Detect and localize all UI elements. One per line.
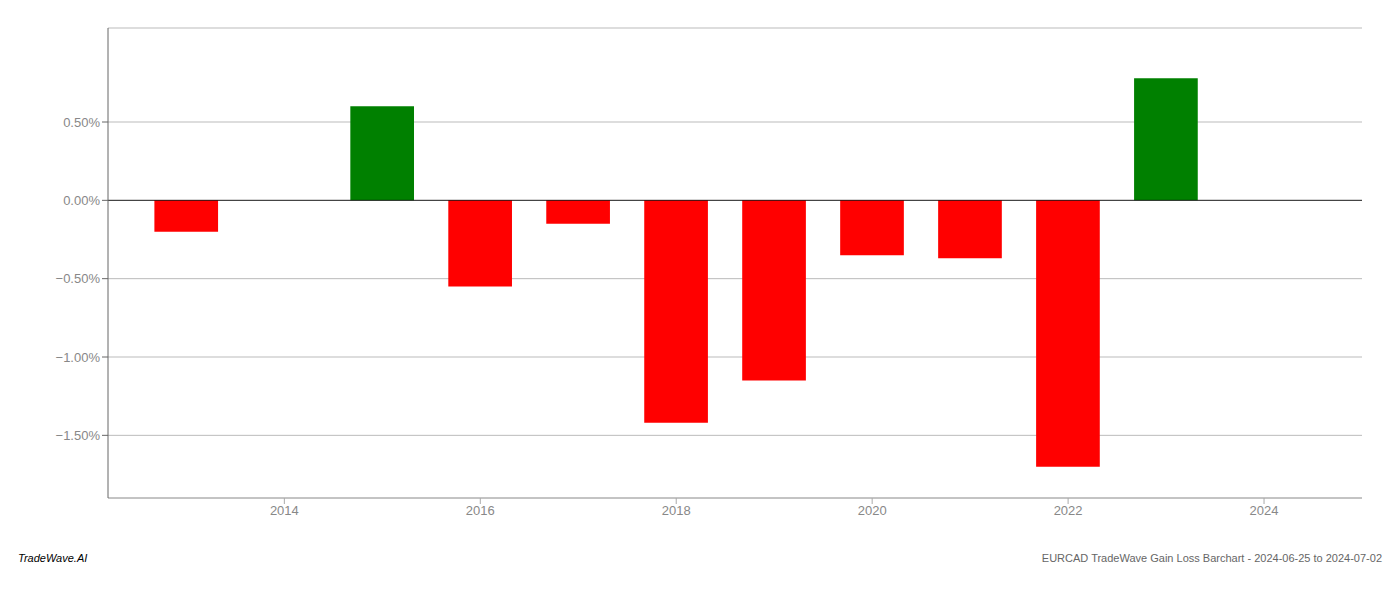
html-text:EURCAD TradeWave Gain Loss Bar: EURCAD TradeWave Gain Loss Barchart - 20…: [1041, 552, 1382, 564]
svg-text:−0.50%: −0.50%: [56, 271, 101, 286]
svg-text:2022: 2022: [1054, 503, 1083, 518]
svg-text:0.50%: 0.50%: [63, 115, 100, 130]
svg-text:2018: 2018: [662, 503, 691, 518]
svg-text:−1.00%: −1.00%: [56, 350, 101, 365]
html-text:TradeWave.AI: TradeWave.AI: [18, 552, 88, 564]
svg-text:2020: 2020: [858, 503, 887, 518]
svg-text:−1.50%: −1.50%: [56, 428, 101, 443]
svg-text:0.00%: 0.00%: [63, 193, 100, 208]
svg-text:2024: 2024: [1250, 503, 1279, 518]
svg-text:2016: 2016: [466, 503, 495, 518]
svg-text:2014: 2014: [270, 503, 299, 518]
